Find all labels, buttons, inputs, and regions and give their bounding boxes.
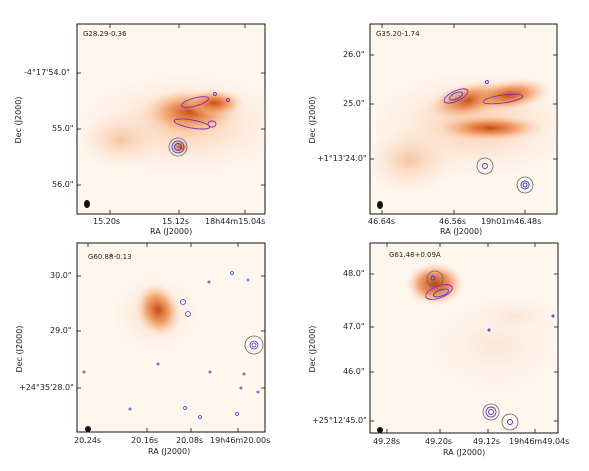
panel-title: G60.88-0.13 <box>88 253 132 261</box>
panel-g61-image <box>369 242 559 434</box>
x-tick-label: 19h46m49.04s <box>509 437 570 446</box>
panel-g61-source-circle <box>482 403 500 421</box>
panel-g61-source-circle <box>426 270 444 288</box>
panel-g61-beam <box>377 427 383 433</box>
panel-title: G61.48+0.09A <box>389 251 441 259</box>
x-tick-label: 15.12s <box>162 217 190 226</box>
panel-g60-source-circle <box>244 335 264 355</box>
panel-g28-image <box>76 23 266 215</box>
x-tick-label: 19h01m46.48s <box>481 217 542 226</box>
panel-g61-source-circle <box>501 413 519 431</box>
y-tick-label: 47.0" <box>343 322 365 331</box>
x-tick-label: 19h46m20.00s <box>210 436 271 445</box>
x-tick-label: 46.64s <box>368 217 396 226</box>
y-axis-label: Dec (J2000) <box>14 96 23 144</box>
panel-g28-contours <box>171 92 230 154</box>
panel-g35: G35.20-1.74 26.0" 25.0" +1°13'24.0" 46.6… <box>295 0 589 236</box>
panel-g35-beam <box>377 201 383 209</box>
panel-g61: G61.48+0.09A 48.0" 47.0" 46.0" +25°12'45… <box>295 236 589 471</box>
x-tick-label: 20.08s <box>176 436 204 445</box>
x-axis-label: RA (J2000) <box>440 227 483 236</box>
panel-g35-source-circle <box>476 157 494 175</box>
panel-g28-beam <box>84 200 90 208</box>
panel-g35-contours <box>443 80 530 190</box>
x-tick-label: 20.24s <box>74 436 102 445</box>
x-tick-label: 49.20s <box>425 437 453 446</box>
panel-title: G28.29-0.36 <box>83 30 127 38</box>
y-axis-label: Dec (J2000) <box>308 325 317 373</box>
panel-g60-contours <box>82 253 260 419</box>
y-tick-label: +24°35'28.0" <box>19 383 74 392</box>
y-tick-label: 55.0" <box>52 124 74 133</box>
panel-title: G35.20-1.74 <box>376 30 420 38</box>
panel-g60: G60.88-0.13 30.0" 29.0" +24°35'28.0" 20.… <box>0 236 295 471</box>
panel-g61-contours <box>425 275 555 425</box>
y-tick-label: 46.0" <box>343 367 365 376</box>
x-tick-label: 46.56s <box>439 217 467 226</box>
y-tick-label: 29.0" <box>50 326 72 335</box>
x-axis-label: RA (J2000) <box>150 227 193 236</box>
y-tick-label: 30.0" <box>50 271 72 280</box>
x-axis-label: RA (J2000) <box>148 447 191 456</box>
panel-g28: G28.29-0.36 -4°17'54.0" 55.0" 56.0" 15.2… <box>0 0 295 236</box>
y-tick-label: +25°12'45.0" <box>312 416 367 425</box>
x-tick-label: 49.12s <box>473 437 501 446</box>
y-tick-label: 56.0" <box>52 180 74 189</box>
panel-g35-source-circle <box>516 176 534 194</box>
panel-g35-image <box>369 23 558 215</box>
y-tick-label: -4°17'54.0" <box>24 68 70 77</box>
y-tick-label: 26.0" <box>343 50 365 59</box>
y-tick-label: +1°13'24.0" <box>317 154 367 163</box>
y-axis-label: Dec (J2000) <box>308 96 317 144</box>
x-tick-label: 49.28s <box>373 437 401 446</box>
y-axis-label: Dec (J2000) <box>15 325 24 373</box>
x-axis-label: RA (J2000) <box>443 448 486 457</box>
x-tick-label: 20.16s <box>131 436 159 445</box>
y-tick-label: 25.0" <box>343 99 365 108</box>
x-tick-label: 15.20s <box>93 217 121 226</box>
x-tick-label: 18h44m15.04s <box>205 217 266 226</box>
y-tick-label: 48.0" <box>343 269 365 278</box>
panel-g60-image <box>76 242 266 433</box>
panel-g28-source-circle <box>168 137 188 157</box>
